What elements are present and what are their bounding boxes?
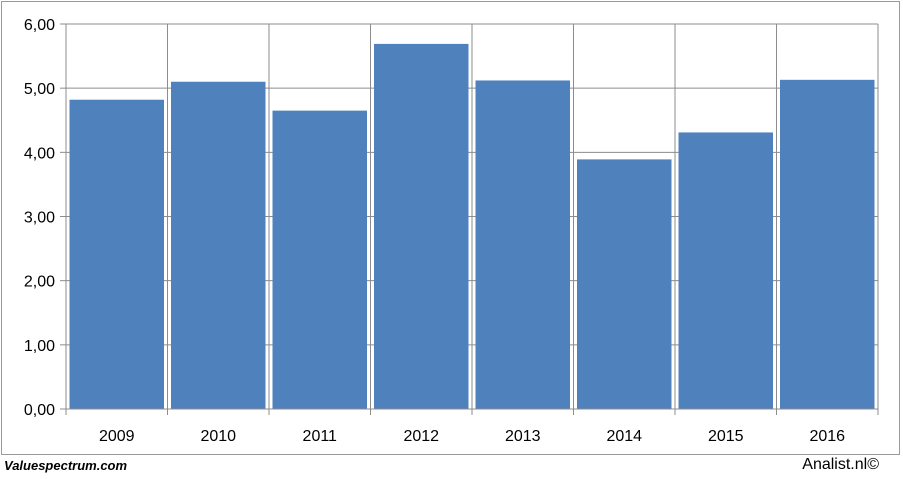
bar-2015 [678,132,773,410]
y-tick-label: 5,00 [24,81,55,98]
bar-2016 [780,79,875,409]
bar-2009 [69,99,164,409]
x-tick-label: 2009 [99,428,135,445]
y-tick-label: 4,00 [24,145,55,162]
axes [60,23,879,415]
x-tick-label: 2013 [505,428,541,445]
y-tick-label: 1,00 [24,338,55,355]
y-tick-label: 6,00 [24,17,55,34]
x-tick-labels: 2009 2010 2011 2012 2013 2014 2015 2016 [99,428,845,445]
y-tick-label: 2,00 [24,274,55,291]
x-tick-label: 2014 [606,428,642,445]
bar-2010 [171,81,266,409]
source-left: Valuespectrum.com [4,458,128,473]
x-tick-label: 2010 [200,428,236,445]
source-right: Analist.nl© [802,456,879,473]
x-tick-label: 2016 [809,428,845,445]
x-tick-label: 2012 [403,428,439,445]
x-tick-label: 2015 [708,428,744,445]
y-tick-label: 3,00 [24,210,55,227]
x-tick-label: 2011 [303,428,338,445]
bar-2012 [374,43,469,410]
bars [69,43,875,410]
y-tick-labels: 0,00 1,00 2,00 3,00 4,00 5,00 6,00 [24,17,55,419]
y-tick-label: 0,00 [24,402,55,419]
bar-2011 [272,110,367,409]
bar-2014 [577,159,672,409]
bar-2013 [475,80,570,409]
